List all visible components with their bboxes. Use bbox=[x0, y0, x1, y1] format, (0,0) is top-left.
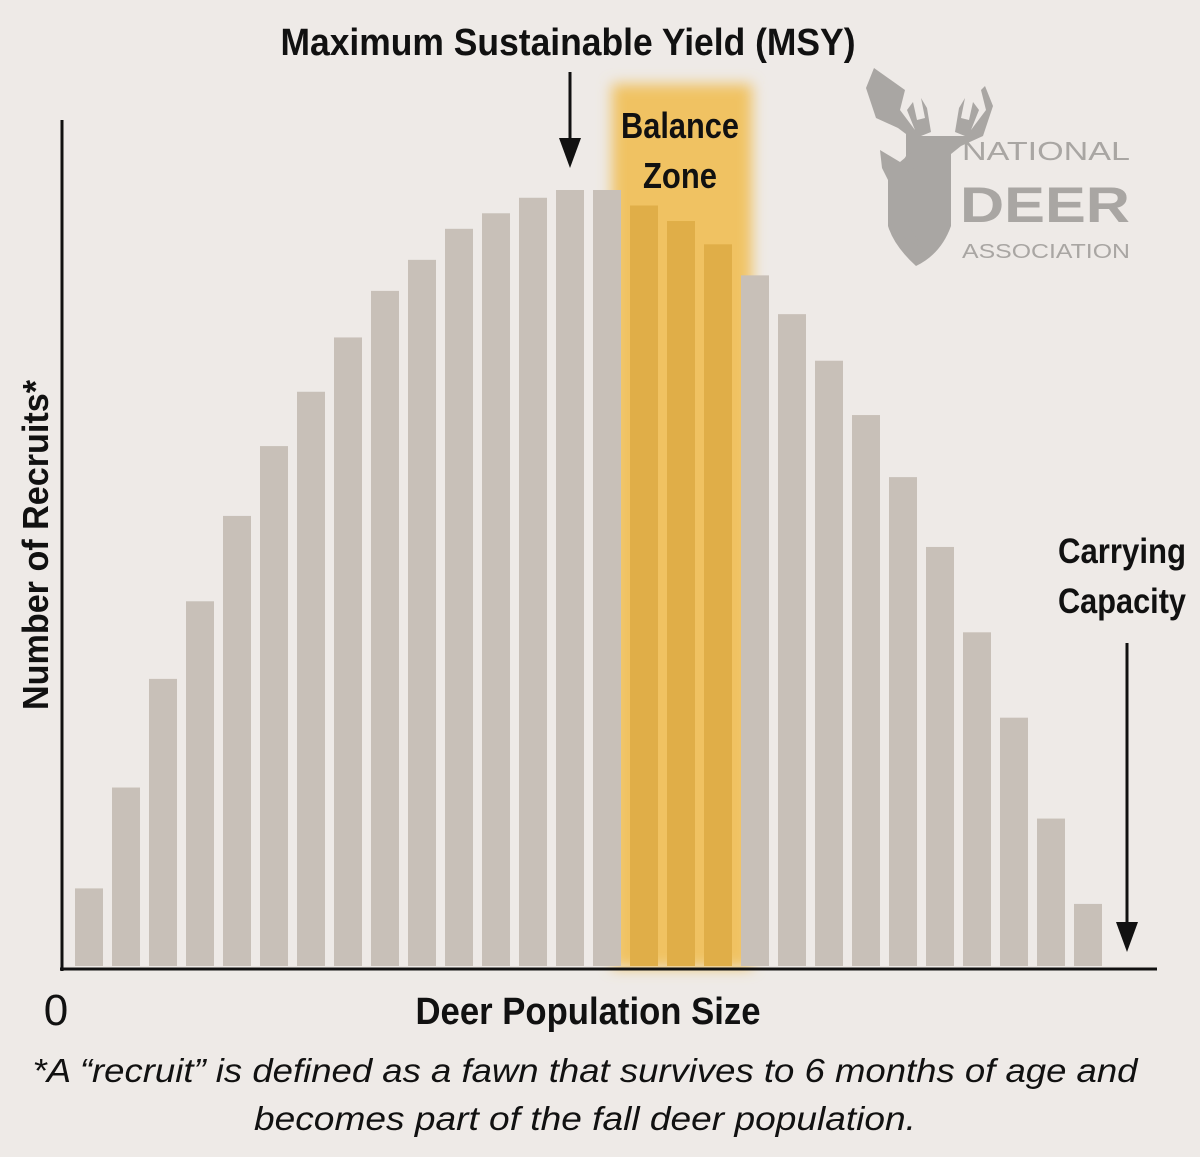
bar bbox=[408, 259, 436, 967]
bar bbox=[482, 213, 510, 966]
logo-line-2: DEER bbox=[960, 177, 1130, 233]
bars bbox=[75, 190, 1102, 967]
bar bbox=[1000, 717, 1028, 966]
deer-head-icon bbox=[866, 68, 993, 266]
bar bbox=[519, 197, 547, 966]
carrying-capacity-label-1: Carrying bbox=[1058, 532, 1186, 571]
bar bbox=[852, 415, 880, 966]
bar bbox=[297, 391, 325, 966]
bar bbox=[556, 190, 584, 966]
bar bbox=[371, 290, 399, 966]
bar bbox=[112, 787, 140, 966]
bar bbox=[260, 446, 288, 967]
msy-arrow bbox=[559, 72, 581, 168]
bar bbox=[75, 888, 103, 966]
bar bbox=[334, 337, 362, 966]
bar bbox=[815, 360, 843, 967]
balance-zone-label-2: Zone bbox=[643, 155, 717, 196]
bar bbox=[741, 275, 769, 966]
footnote-line-1: *A “recruit” is defined as a fawn that s… bbox=[33, 1052, 1140, 1089]
bar-highlighted bbox=[704, 244, 732, 966]
logo-line-1: NATIONAL bbox=[962, 136, 1130, 166]
bar bbox=[926, 546, 954, 966]
x-axis-label: Deer Population Size bbox=[416, 991, 761, 1033]
bar bbox=[223, 515, 251, 966]
bar bbox=[149, 678, 177, 966]
bar bbox=[963, 632, 991, 966]
carrying-capacity-arrow bbox=[1116, 643, 1138, 952]
balance-zone-label-1: Balance bbox=[621, 105, 739, 146]
chart-title: Maximum Sustainable Yield (MSY) bbox=[281, 22, 856, 64]
bar bbox=[593, 190, 621, 966]
bar bbox=[1074, 903, 1102, 966]
bar bbox=[186, 601, 214, 966]
carrying-capacity-label-2: Capacity bbox=[1058, 582, 1186, 621]
bar bbox=[889, 477, 917, 966]
bar bbox=[445, 228, 473, 967]
footnote-line-2: becomes part of the fall deer population… bbox=[254, 1100, 916, 1137]
bar-highlighted bbox=[667, 221, 695, 967]
bar bbox=[1037, 818, 1065, 966]
logo-line-3: ASSOCIATION bbox=[962, 241, 1130, 263]
bar bbox=[778, 314, 806, 966]
y-axis-label: Number of Recruits* bbox=[15, 380, 56, 710]
x-origin-label: 0 bbox=[44, 986, 68, 1035]
national-deer-association-logo: NATIONAL DEER ASSOCIATION bbox=[866, 68, 1130, 266]
bar-highlighted bbox=[630, 205, 658, 966]
